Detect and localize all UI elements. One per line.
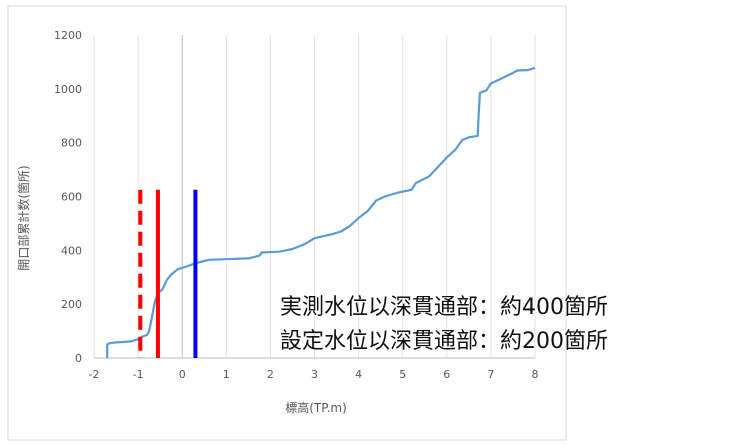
x-tick-label: 6 bbox=[443, 368, 450, 381]
y-tick-label: 400 bbox=[61, 244, 82, 257]
x-tick-label: 2 bbox=[267, 368, 274, 381]
x-tick-label: -1 bbox=[133, 368, 144, 381]
series-line bbox=[106, 66, 536, 358]
x-tick-label: 0 bbox=[179, 368, 186, 381]
grid bbox=[93, 35, 536, 359]
x-tick-label: 7 bbox=[487, 368, 494, 381]
x-tick-label: -2 bbox=[89, 368, 100, 381]
x-tick-label: 8 bbox=[532, 368, 539, 381]
annotation-measured-water-level: 実測水位以深貫通部：約400箇所 bbox=[280, 295, 608, 320]
y-tick-label: 0 bbox=[75, 352, 82, 365]
series-layer bbox=[106, 66, 536, 358]
y-tick-label: 800 bbox=[61, 137, 82, 150]
x-axis-label: 標高(TP.m) bbox=[285, 400, 347, 415]
x-tick-label: 1 bbox=[223, 368, 230, 381]
annotation-set-water-level: 設定水位以深貫通部：約200箇所 bbox=[280, 329, 608, 354]
x-tick-labels: -2 -1 0 1 2 3 4 5 6 7 8 bbox=[89, 368, 539, 381]
x-tick-label: 5 bbox=[399, 368, 406, 381]
y-tick-labels: 0 200 400 600 800 1000 1200 bbox=[54, 29, 82, 365]
y-tick-label: 1200 bbox=[54, 29, 82, 42]
y-axis-label: 開口部累計数(箇所) bbox=[16, 165, 31, 270]
x-tick-label: 3 bbox=[311, 368, 318, 381]
y-tick-label: 1000 bbox=[54, 83, 82, 96]
x-tick-label: 4 bbox=[355, 368, 362, 381]
vertical-markers bbox=[138, 189, 198, 358]
y-tick-label: 600 bbox=[61, 191, 82, 204]
y-tick-label: 200 bbox=[61, 298, 82, 311]
chart-frame bbox=[7, 5, 567, 441]
